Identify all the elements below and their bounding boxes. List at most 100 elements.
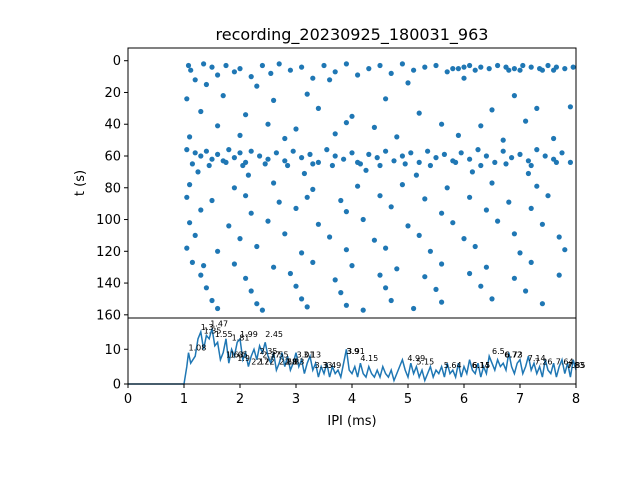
scatter-point [506, 199, 512, 205]
scatter-point [394, 134, 400, 140]
ipi-peak-label: 2.8 [285, 358, 298, 367]
scatter-point [248, 288, 254, 294]
scatter-point [209, 197, 215, 204]
scatter-point [511, 93, 517, 99]
scatter-point [416, 110, 422, 116]
scatter-point [240, 162, 246, 169]
scatter-point [472, 67, 478, 73]
scatter-point [184, 147, 190, 153]
scatter-point [315, 105, 321, 111]
scatter-point [461, 75, 467, 81]
scatter-point [257, 153, 263, 159]
scatter-point [453, 159, 459, 165]
scatter-point [268, 70, 274, 76]
scatter-point [539, 67, 546, 73]
scatter-point [265, 156, 271, 162]
scatter-point [273, 150, 279, 156]
scatter-point [276, 61, 282, 67]
scatter-point [187, 220, 193, 226]
scatter-point [517, 250, 523, 256]
ipi-peak-label: 3.33 [315, 361, 333, 370]
scatter-point [310, 186, 316, 192]
scatter-point [444, 185, 450, 191]
ipi-peak-label: 6.14 [472, 361, 490, 370]
scatter-yticks: 0 20 40 60 80 100 120 140 160 [96, 54, 128, 323]
scatter-point [231, 261, 237, 267]
scatter-point [366, 151, 372, 157]
scatter-point [511, 231, 517, 237]
ipi-xtick-label: 6 [460, 392, 468, 407]
scatter-point [237, 66, 243, 72]
scatter-point [360, 307, 366, 313]
scatter-point [383, 148, 389, 154]
scatter-point [265, 121, 271, 127]
ipi-line-group [128, 328, 577, 385]
scatter-point [433, 286, 439, 292]
ipi-peak-label: 6.73 [505, 351, 523, 360]
ipi-peak-label: 7.64 [556, 358, 574, 367]
scatter-point [243, 275, 249, 281]
scatter-point [467, 270, 473, 277]
scatter-point [343, 247, 349, 253]
scatter-point [282, 231, 288, 237]
scatter-point [495, 218, 501, 224]
scatter-point [439, 261, 445, 267]
scatter-point [503, 161, 509, 167]
scatter-point [189, 259, 195, 265]
scatter-point [321, 62, 327, 69]
scatter-point [195, 169, 201, 175]
scatter-point [413, 172, 419, 178]
ipi-yticks: 0 10 [104, 343, 128, 393]
ipi-peak-label: 1.9 [237, 354, 250, 363]
scatter-point [332, 277, 338, 283]
scatter-point [248, 210, 254, 216]
ipi-peak-label: 7.26 [535, 358, 553, 367]
scatter-point [245, 172, 251, 178]
scatter-point [377, 272, 383, 278]
scatter-point [226, 223, 232, 229]
ipi-peak-label: 3.49 [323, 361, 341, 370]
scatter-point [467, 156, 473, 162]
scatter-point [206, 162, 212, 169]
scatter-point [282, 158, 288, 164]
ipi-peak-label: 2.68 [279, 358, 297, 367]
ipi-axes: 1.081.31.351.471.551.631.651.811.991.9 2.… [104, 317, 585, 429]
scatter-point [285, 162, 291, 169]
ipi-peak-label: 3.01 [297, 351, 315, 360]
scatter-point [391, 158, 397, 164]
scatter-point [433, 62, 439, 69]
scatter-point [371, 237, 377, 243]
scatter-point [293, 283, 299, 289]
scatter-point [567, 159, 574, 165]
scatter-point [556, 234, 562, 240]
ipi-peak-label: 1.99 [240, 330, 258, 339]
scatter-point [310, 161, 316, 167]
scatter-point [243, 112, 249, 118]
ipi-peak-label: 1.3 [201, 323, 214, 332]
scatter-point [209, 64, 215, 70]
chart-title: recording_20230925_180031_963 [216, 25, 489, 45]
scatter-point [209, 156, 215, 162]
scatter-point [198, 153, 204, 159]
scatter-point [192, 232, 198, 238]
scatter-point [455, 132, 461, 138]
scatter-ytick-label: 120 [96, 245, 121, 260]
scatter-point [203, 148, 209, 154]
scatter-point [500, 148, 506, 154]
ipi-peak-label: 3.13 [303, 351, 321, 360]
scatter-point [343, 120, 349, 126]
scatter-point [472, 243, 478, 250]
scatter-point [349, 263, 355, 269]
scatter-point [500, 137, 506, 143]
scatter-point [327, 77, 333, 83]
scatter-point [287, 270, 293, 277]
scatter-point [349, 113, 355, 119]
scatter-point [475, 147, 481, 153]
scatter-point [215, 248, 221, 254]
scatter-point [388, 204, 394, 210]
scatter-point [254, 301, 260, 307]
scatter-point [231, 185, 237, 191]
scatter-point [304, 91, 310, 97]
scatter-point [248, 148, 254, 154]
